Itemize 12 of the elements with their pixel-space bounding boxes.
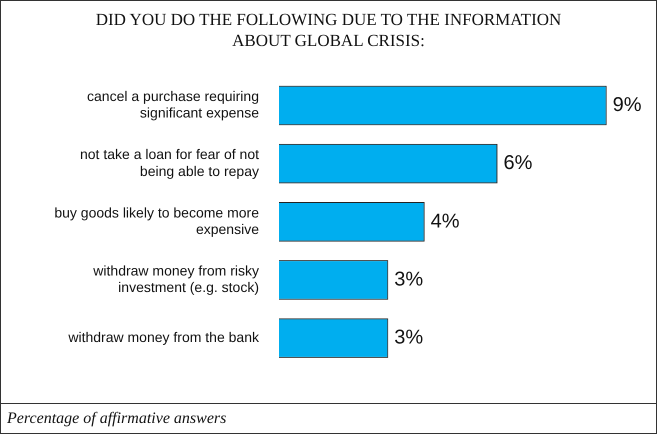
data-label: 9% [612, 94, 642, 116]
y-tick-label: buy goods likely to become more expensive [54, 204, 260, 238]
y-tick-label: withdraw money from risky investment (e.g. stock) [92, 262, 259, 296]
data-label: 4% [430, 210, 460, 232]
data-label: 3% [394, 326, 424, 349]
chart-title: DID YOU DO THE FOLLOWING DUE TO THE INFORMATION ABOUT GLOBAL CRISIS: [94, 9, 562, 51]
y-tick-label: not take a loan for fear of not being able to repay [80, 146, 260, 179]
y-tick-label: withdraw money from the bank [67, 328, 260, 345]
y-tick-label: cancel a purchase requiring significant expense [87, 88, 260, 121]
data-label: 6% [503, 152, 533, 174]
data-label: 3% [394, 268, 424, 290]
text: Percentage of affirmative answers [6, 409, 228, 428]
